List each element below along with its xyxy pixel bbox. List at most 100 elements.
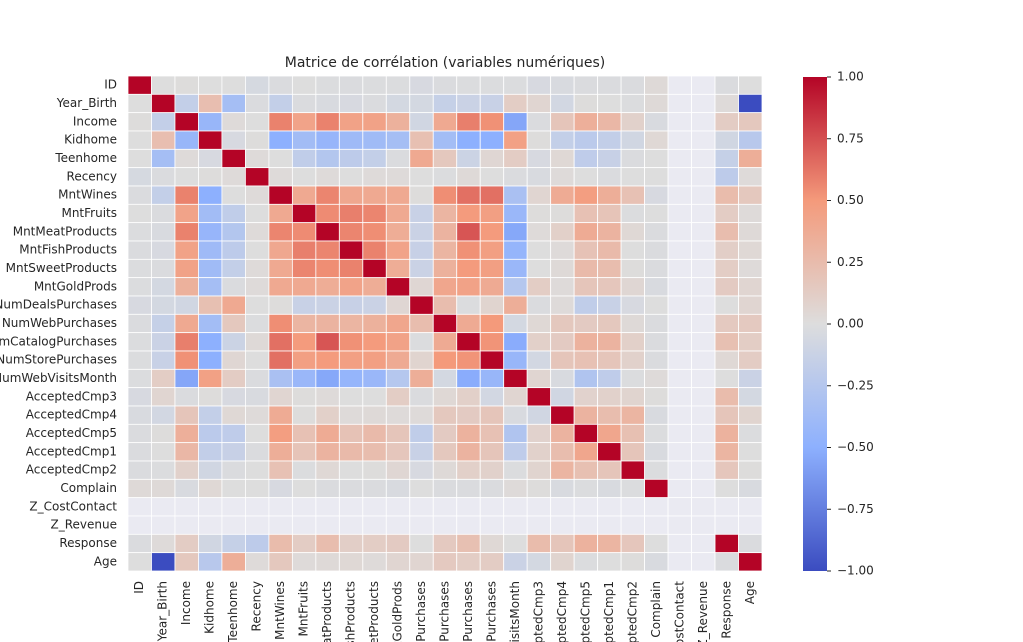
heatmap-cell: [714, 112, 739, 132]
heatmap-cell: [479, 460, 505, 480]
heatmap-cell: [597, 533, 622, 554]
heatmap-cell: [127, 442, 152, 462]
heatmap-cell: [644, 313, 669, 334]
heatmap-cell: [338, 240, 364, 260]
heatmap-cell: [597, 222, 622, 242]
heatmap-cell: [268, 497, 293, 517]
y-tick-label: Year_Birth: [56, 96, 117, 110]
heatmap-cell: [268, 130, 293, 150]
heatmap-cell: [644, 533, 669, 554]
heatmap-cell: [667, 277, 692, 297]
heatmap-cell: [338, 185, 364, 205]
x-tick-label: Age: [743, 581, 757, 604]
heatmap-cell: [503, 552, 528, 572]
heatmap-cell: [362, 75, 387, 95]
heatmap-cell: [714, 167, 739, 187]
heatmap-cell: [714, 148, 739, 169]
heatmap-cell: [620, 387, 645, 407]
heatmap-cell: [738, 167, 763, 187]
heatmap-cell: [338, 478, 364, 499]
heatmap-cell: [738, 368, 763, 389]
heatmap-cell: [479, 277, 505, 297]
heatmap-cell: [315, 478, 340, 499]
heatmap-cell: [738, 442, 763, 462]
heatmap-cell: [550, 368, 575, 389]
heatmap-cell: [550, 515, 575, 535]
heatmap-cell: [338, 148, 364, 169]
heatmap-cell: [151, 368, 176, 389]
heatmap-cell: [432, 75, 458, 95]
heatmap-cell: [573, 240, 599, 260]
heatmap-cell: [738, 112, 763, 132]
heatmap-cell: [409, 93, 434, 114]
heatmap-cell: [409, 258, 434, 279]
heatmap-cell: [644, 552, 669, 572]
heatmap-cell: [174, 93, 199, 114]
heatmap-cell: [291, 185, 317, 205]
heatmap-cell: [573, 350, 599, 370]
heatmap-cell: [151, 75, 176, 95]
x-tick-label: AcceptedCmp4: [555, 581, 569, 642]
heatmap-cell: [573, 515, 599, 535]
heatmap-cell: [550, 533, 575, 554]
y-tick-label: NumCatalogPurchases: [0, 334, 117, 348]
heatmap-cell: [221, 148, 246, 169]
heatmap-cell: [620, 313, 645, 334]
heatmap-cell: [291, 515, 317, 535]
heatmap-cell: [338, 313, 364, 334]
heatmap-cell: [268, 93, 293, 114]
heatmap-cell: [385, 405, 411, 425]
heatmap-cell: [245, 148, 270, 169]
colorbar-tick-label: 1.00: [837, 70, 864, 84]
heatmap-cell: [573, 442, 599, 462]
heatmap-cell: [573, 533, 599, 554]
heatmap-cell: [714, 552, 739, 572]
heatmap-cell: [268, 222, 293, 242]
heatmap-cell: [714, 75, 739, 95]
heatmap-cell: [221, 258, 246, 279]
heatmap-cell: [456, 405, 481, 425]
heatmap-cell: [691, 222, 716, 242]
x-tick-label: MntWines: [273, 581, 287, 640]
heatmap-cell: [432, 222, 458, 242]
heatmap-cell: [338, 552, 364, 572]
heatmap-cell: [432, 313, 458, 334]
y-tick-label: Teenhome: [54, 151, 117, 165]
heatmap-cell: [691, 93, 716, 114]
heatmap-cell: [127, 93, 152, 114]
heatmap-cell: [573, 222, 599, 242]
heatmap-cell: [550, 240, 575, 260]
heatmap-cell: [738, 240, 763, 260]
heatmap-cell: [315, 130, 340, 150]
heatmap-cell: [362, 368, 387, 389]
heatmap-cell: [315, 93, 340, 114]
heatmap-cell: [409, 460, 434, 480]
heatmap-cell: [291, 167, 317, 187]
heatmap-cell: [479, 387, 505, 407]
heatmap-cell: [456, 148, 481, 169]
heatmap-cell: [479, 75, 505, 95]
heatmap-cell: [503, 442, 528, 462]
heatmap-cell: [268, 368, 293, 389]
heatmap-cell: [597, 130, 622, 150]
heatmap-cell: [644, 167, 669, 187]
heatmap-cell: [644, 515, 669, 535]
heatmap-cell: [315, 167, 340, 187]
heatmap-cell: [550, 387, 575, 407]
heatmap-cell: [221, 350, 246, 370]
heatmap-cell: [362, 295, 387, 315]
heatmap-cell: [174, 515, 199, 535]
heatmap-cell: [550, 258, 575, 279]
heatmap-cell: [550, 350, 575, 370]
heatmap-cell: [245, 295, 270, 315]
heatmap-cell: [714, 277, 739, 297]
x-tick-label: NumDealsPurchases: [414, 581, 428, 642]
heatmap-cell: [198, 222, 223, 242]
y-tick-label: MntSweetProducts: [6, 261, 117, 275]
heatmap-cell: [691, 112, 716, 132]
heatmap-cell: [409, 552, 434, 572]
heatmap-cell: [198, 167, 223, 187]
heatmap-cell: [620, 295, 645, 315]
heatmap-cell: [385, 442, 411, 462]
